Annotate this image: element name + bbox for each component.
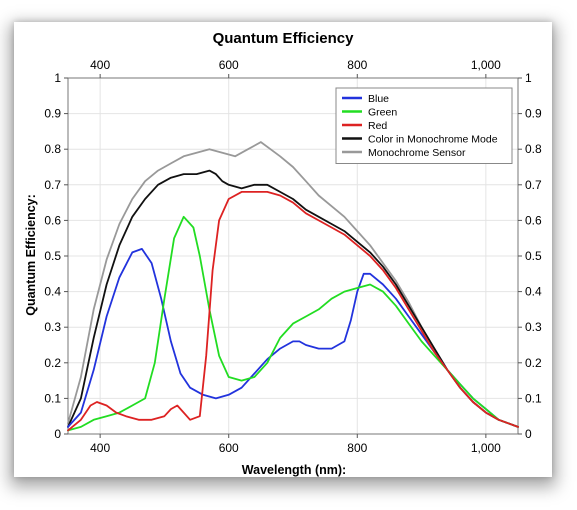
x-tick-label-top: 1,000 [471, 58, 501, 72]
y-tick-label-right: 0.3 [525, 320, 542, 334]
x-tick-label: 400 [90, 441, 110, 455]
y-tick-label: 0.8 [44, 142, 61, 156]
y-tick-label-right: 0.7 [525, 178, 542, 192]
x-tick-label-top: 600 [219, 58, 239, 72]
y-tick-label: 0.1 [44, 391, 61, 405]
legend-label: Blue [368, 93, 389, 105]
x-axis-title: Wavelength (nm): [242, 463, 346, 477]
y-tick-label-right: 0.5 [525, 249, 542, 263]
x-tick-label-top: 800 [347, 58, 367, 72]
series-line-red [67, 190, 519, 432]
series-line-blue [67, 247, 519, 428]
y-tick-label-right: 1 [525, 71, 532, 85]
chart-card: Quantum Efficiency 0 0 0.1 0.1 0.2 0.2 0.3 0.3 0… [14, 22, 552, 477]
y-tick-label-right: 0.9 [525, 107, 542, 121]
x-tick-label: 800 [347, 441, 367, 455]
y-tick-label: 0.6 [44, 213, 61, 227]
y-tick-label: 0.5 [44, 249, 61, 263]
y-tick-label: 0.4 [44, 285, 61, 299]
x-tick-label: 1,000 [471, 441, 501, 455]
qe-chart: Quantum Efficiency 0 00.1 0.10.2 0.20.3 0.30… [24, 30, 542, 477]
y-tick-label-right: 0.2 [525, 356, 542, 370]
series-line-color-in-monochrome-mode [67, 169, 519, 428]
chart-title: Quantum Efficiency [213, 30, 355, 47]
legend-label: Monochrome Sensor [368, 147, 466, 159]
y-tick-label: 0.9 [44, 107, 61, 121]
series-lines [67, 141, 519, 432]
y-tick-label: 0.7 [44, 178, 61, 192]
y-tick-label-right: 0.1 [525, 391, 542, 405]
legend-label: Red [368, 120, 387, 132]
y-tick-label: 1 [54, 71, 61, 85]
legend-label: Color in Monochrome Mode [368, 134, 498, 146]
y-axis-title: Quantum Efficiency: [24, 194, 38, 316]
x-tick-label: 600 [219, 441, 239, 455]
legend-label: Green [368, 107, 397, 119]
y-tick-label-right: 0 [525, 427, 532, 441]
series-line-green [67, 215, 519, 432]
y-tick-label-right: 0.8 [525, 142, 542, 156]
y-tick-label: 0.3 [44, 320, 61, 334]
y-tick-label: 0.2 [44, 356, 61, 370]
y-tick-label-right: 0.4 [525, 285, 542, 299]
x-tick-label-top: 400 [90, 58, 110, 72]
y-tick-label: 0 [54, 427, 61, 441]
ticks: 0 0 0.1 0.1 0.2 0.2 0.3 0.3 0.4 0.4 0.5 0.5 0.6 0.6 0.… [44, 58, 542, 455]
y-tick-label-right: 0.6 [525, 213, 542, 227]
legend-box [335, 87, 513, 164]
